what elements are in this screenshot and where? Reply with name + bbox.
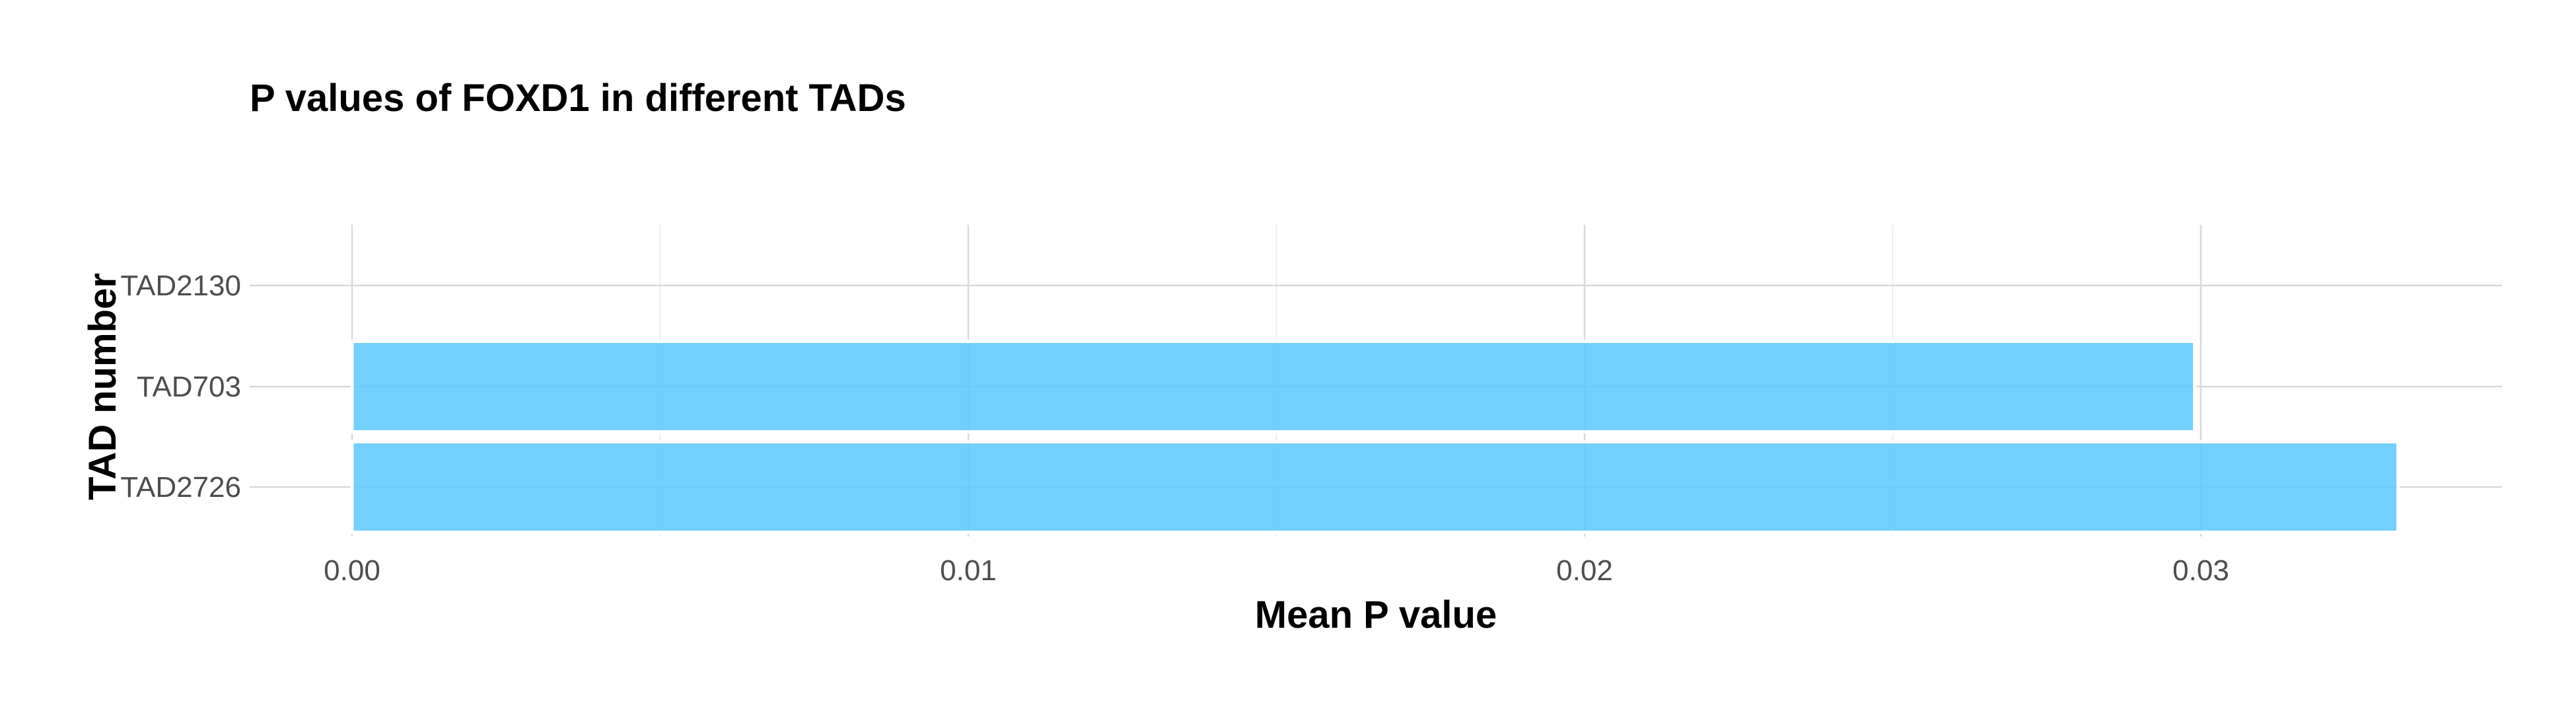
x-tick-label: 0.00: [324, 554, 380, 587]
x-tick-label: 0.01: [940, 554, 997, 587]
bar-tad703: [350, 340, 2197, 433]
x-tick-labels: 0.00 0.01 0.02 0.03: [324, 554, 2229, 587]
bar-tad2726: [350, 440, 2400, 534]
y-tick-label: TAD2130: [120, 270, 241, 302]
x-tick-label: 0.02: [1556, 554, 1613, 587]
bars: [350, 340, 2400, 534]
y-tick-label: TAD2726: [120, 471, 241, 504]
y-tick-labels: TAD2726 TAD703 TAD2130: [120, 270, 241, 504]
x-axis-title: Mean P value: [1255, 593, 1497, 636]
y-axis-title: TAD number: [81, 273, 124, 500]
y-tick-label: TAD703: [137, 371, 241, 403]
chart-title: P values of FOXD1 in different TADs: [250, 77, 906, 120]
x-tick-label: 0.03: [2172, 554, 2229, 587]
